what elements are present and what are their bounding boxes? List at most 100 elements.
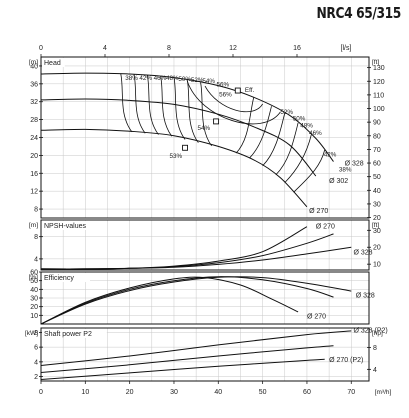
top-flow-tick-label: 8 [167, 45, 171, 52]
efficiency-curve-1 [40, 276, 334, 325]
bottom-flow-tick-label: 10 [81, 389, 89, 396]
bottom-flow-tick-label: 40 [214, 389, 222, 396]
head-right-tick-label: 50 [373, 174, 381, 181]
efficiency-panel-title: Efficiency [44, 275, 74, 282]
efficiency-left-unit: [%] [29, 274, 39, 281]
shaft_power-right-unit: [hp] [372, 330, 383, 337]
efficiency-iso-label: 54% [197, 125, 210, 132]
iso-efficiency-line [235, 97, 255, 154]
efficiency-curve-label: Ø 270 [307, 314, 326, 321]
iso-efficiency-line [200, 82, 212, 147]
operating-point-marker [182, 144, 189, 151]
iso-efficiency-line [146, 75, 159, 135]
shaft_power-right-tick-label: 4 [373, 367, 377, 374]
shaft_power-curve-1 [40, 345, 334, 373]
npsh-right-unit: [ft] [372, 222, 379, 229]
head-left-tick-label: 12 [30, 189, 38, 196]
npsh-curve-label: Ø 328 [353, 250, 372, 257]
head-curve-label: Ø 270 [309, 208, 328, 215]
head-right-unit: [ft] [372, 59, 379, 66]
shaft_power-panel-title: Shaft power P2 [44, 331, 92, 338]
npsh-right-tick-label: 20 [373, 245, 381, 252]
efficiency-iso-label: 53% [170, 153, 183, 160]
iso-efficiency-line [293, 149, 326, 193]
iso-efficiency-loop [204, 85, 263, 113]
npsh-curve-1 [40, 233, 334, 270]
efficiency-curve-0 [40, 276, 352, 325]
head-right-tick-label: 70 [373, 147, 381, 154]
top-flow-tick-label: 0 [39, 45, 43, 52]
npsh-panel-title: NPSH-values [44, 223, 87, 230]
head-left-tick-label: 24 [30, 135, 38, 142]
efficiency-iso-label: 52% [191, 77, 204, 84]
efficiency-left-tick-label: 40 [30, 287, 38, 294]
head-right-tick-label: 110 [373, 92, 384, 99]
npsh-left-unit: [m] [29, 222, 38, 229]
efficiency-iso-label: 50% [178, 76, 191, 83]
efficiency-iso-label: 56% [217, 81, 230, 88]
head-left-tick-label: 28 [30, 117, 38, 124]
head-left-tick-label: 20 [30, 153, 38, 160]
head-right-tick-label: 80 [373, 133, 381, 140]
efficiency-curve-2 [40, 276, 299, 325]
efficiency-left-tick-label: 30 [30, 296, 38, 303]
head-curve-0 [40, 72, 334, 162]
iso-efficiency-line [120, 73, 133, 133]
efficiency-iso-label: 38% [339, 167, 352, 174]
iso-efficiency-line [186, 79, 199, 143]
head-right-tick-label: 20 [373, 215, 381, 222]
bottom-flow-tick-label: 20 [126, 389, 134, 396]
iso-efficiency-line [284, 134, 312, 183]
npsh-right-tick-label: 30 [373, 228, 381, 235]
head-right-tick-label: 40 [373, 188, 381, 195]
npsh-curve-label: Ø 270 [316, 224, 335, 231]
head-left-tick-label: 16 [30, 171, 38, 178]
head-left-tick-label: 32 [30, 99, 38, 106]
npsh-left-tick-label: 8 [34, 234, 38, 241]
npsh-curve-2 [40, 246, 352, 270]
head-right-tick-label: 60 [373, 161, 381, 168]
efficiency-curve-label: Ø 328 [356, 292, 375, 299]
head-right-tick-label: 130 [373, 65, 385, 72]
efficiency-iso-label: Eff. [245, 87, 255, 94]
efficiency-left-tick-label: 10 [30, 313, 38, 320]
shaft_power-left-tick-label: 6 [34, 345, 38, 352]
efficiency-title-bg [42, 273, 90, 282]
shaft_power-curve-0 [40, 330, 352, 366]
efficiency-iso-label: 48% [166, 75, 179, 82]
head-panel-title: Head [44, 60, 61, 67]
efficiency-iso-label: 38% [125, 75, 138, 82]
head-right-tick-label: 100 [373, 106, 385, 113]
efficiency-iso-label: 46% [309, 130, 322, 137]
head-left-unit: [m] [29, 59, 38, 66]
efficiency-iso-label: 54% [202, 78, 215, 85]
head-left-tick-label: 36 [30, 81, 38, 88]
npsh-panel-frame [40, 219, 370, 271]
top-flow-unit-label: [l/s] [341, 45, 352, 52]
operating-point-marker [213, 118, 220, 125]
efficiency-iso-label: 56% [219, 92, 232, 99]
bottom-flow-tick-label: 0 [39, 389, 43, 396]
head-curve-1 [40, 98, 317, 177]
efficiency-iso-label: 48% [300, 122, 313, 129]
iso-efficiency-line [173, 77, 186, 140]
efficiency-left-tick-label: 50 [30, 278, 38, 285]
head-right-tick-label: 30 [373, 201, 381, 208]
efficiency-iso-label: 52% [280, 109, 293, 116]
shaft_power-left-unit: [kW] [25, 330, 38, 337]
efficiency-iso-label: 42% [324, 151, 337, 158]
shaft_power-left-tick-label: 4 [34, 359, 38, 366]
iso-efficiency-line [262, 112, 286, 167]
shaft_power-curve-label: Ø 270 (P2) [329, 357, 363, 364]
top-flow-tick-label: 4 [103, 45, 107, 52]
bottom-flow-tick-label: 50 [259, 389, 267, 396]
shaft_power-left-tick-label: 8 [34, 330, 38, 337]
iso-efficiency-line [275, 122, 299, 176]
operating-point-marker [234, 87, 241, 94]
iso-efficiency-line [160, 76, 173, 137]
shaft_power-curve-label: Ø 328 (P2) [353, 328, 387, 335]
shaft_power-left-tick-label: 2 [34, 374, 38, 381]
npsh-right-tick-label: 10 [373, 262, 381, 269]
shaft_power-right-tick-label: 8 [373, 345, 377, 352]
